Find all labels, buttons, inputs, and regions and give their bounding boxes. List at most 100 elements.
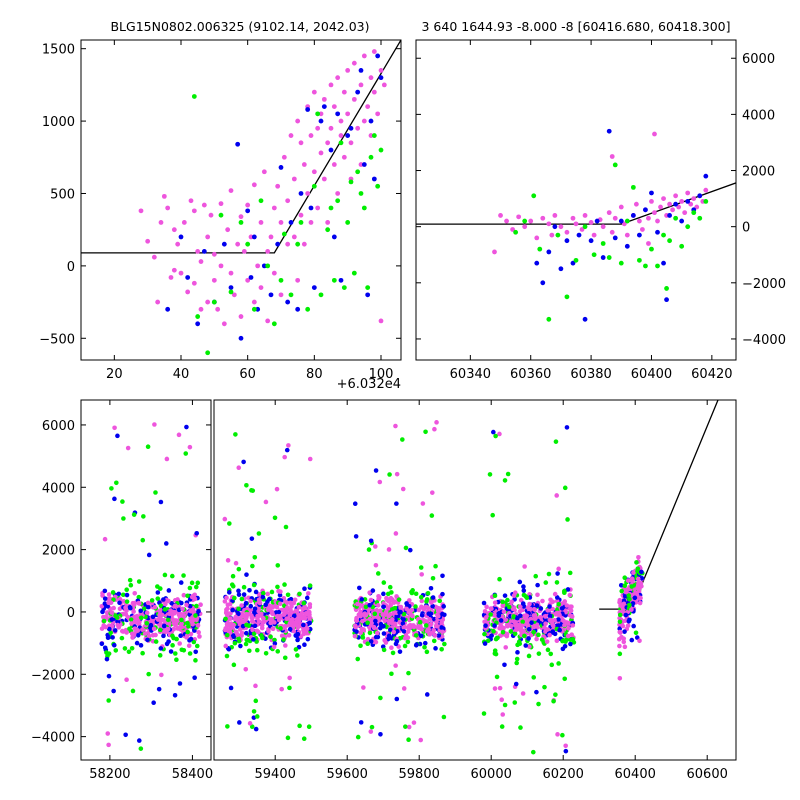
green-point: [536, 632, 541, 638]
magenta-point: [235, 241, 241, 247]
magenta-point: [168, 275, 174, 280]
blue-point: [260, 594, 266, 600]
magenta-point: [498, 213, 503, 218]
green-point: [511, 614, 517, 619]
green-point: [429, 513, 435, 518]
blue-point: [414, 642, 419, 647]
magenta-point: [621, 636, 627, 641]
green-point: [482, 631, 487, 637]
magenta-point: [278, 292, 284, 298]
green-point: [424, 649, 430, 655]
magenta-point: [119, 628, 125, 634]
blue-point: [381, 591, 386, 597]
green-point: [691, 210, 697, 216]
magenta-point: [278, 220, 284, 225]
green-point: [555, 607, 560, 612]
green-point: [555, 232, 561, 238]
green-point: [281, 637, 286, 642]
magenta-point: [267, 603, 272, 608]
green-point: [283, 524, 289, 530]
blue-point: [397, 610, 402, 615]
green-point: [523, 594, 529, 599]
green-point: [232, 640, 238, 646]
magenta-point: [106, 592, 112, 597]
green-point: [278, 626, 283, 631]
green-point: [183, 451, 189, 456]
green-point: [129, 645, 135, 651]
green-point: [223, 616, 228, 622]
blue-point: [352, 501, 358, 507]
magenta-point: [382, 638, 387, 643]
zoom-plot-area: [81, 40, 401, 356]
magenta-point: [188, 631, 194, 637]
green-point: [431, 638, 437, 644]
magenta-point: [522, 564, 527, 569]
green-point: [119, 635, 125, 641]
magenta-point: [289, 618, 295, 624]
blue-point: [373, 468, 379, 473]
magenta-point: [225, 623, 230, 628]
green-point: [307, 583, 313, 588]
blue-point: [163, 541, 169, 546]
magenta-point: [284, 605, 290, 611]
green-point: [295, 241, 301, 247]
magenta-point: [315, 205, 321, 211]
blue-point: [136, 738, 142, 743]
green-point: [385, 591, 391, 597]
blue-point: [430, 603, 435, 609]
magenta-point: [269, 616, 274, 622]
magenta-point: [282, 454, 287, 460]
magenta-point: [274, 605, 280, 610]
magenta-point: [133, 615, 139, 620]
magenta-point: [533, 615, 539, 621]
magenta-point: [622, 644, 628, 650]
green-point: [153, 639, 159, 644]
magenta-point: [99, 603, 105, 609]
green-point: [520, 619, 525, 625]
magenta-point: [198, 602, 203, 607]
magenta-point: [255, 613, 260, 619]
green-point: [606, 255, 612, 260]
magenta-point: [243, 616, 249, 621]
green-point: [591, 252, 597, 258]
magenta-point: [661, 196, 666, 201]
magenta-point: [552, 618, 557, 623]
green-point: [655, 263, 660, 269]
magenta-point: [582, 213, 588, 218]
magenta-point: [145, 600, 151, 606]
green-point: [169, 573, 175, 579]
magenta-point: [131, 632, 137, 638]
magenta-point: [383, 609, 389, 615]
zoom-x-offset-label: +6.032e4: [337, 377, 401, 392]
magenta-point: [511, 593, 517, 598]
magenta-point: [158, 220, 164, 225]
blue-point: [618, 582, 624, 588]
blue-point: [564, 238, 570, 244]
green-point: [549, 662, 555, 668]
blue-point: [195, 321, 201, 327]
green-point: [627, 602, 632, 608]
magenta-point: [568, 608, 574, 614]
blue-point: [165, 306, 171, 312]
magenta-point: [640, 227, 645, 232]
green-point: [487, 472, 493, 477]
green-point: [685, 224, 691, 230]
green-point: [531, 193, 537, 199]
green-point: [612, 162, 618, 168]
blue-point: [228, 285, 234, 291]
x-tick-label: 40: [173, 367, 190, 382]
green-point: [318, 292, 324, 298]
magenta-point: [245, 202, 251, 208]
green-point: [181, 573, 186, 578]
magenta-point: [505, 623, 510, 629]
magenta-point: [434, 420, 439, 425]
magenta-point: [132, 590, 138, 596]
green-point: [227, 521, 232, 526]
green-point: [570, 636, 576, 642]
blue-point: [400, 621, 406, 626]
magenta-point: [400, 486, 406, 492]
green-point: [145, 444, 151, 450]
green-point: [626, 593, 632, 598]
zoom-frame: [80, 39, 402, 361]
magenta-point: [301, 241, 307, 247]
